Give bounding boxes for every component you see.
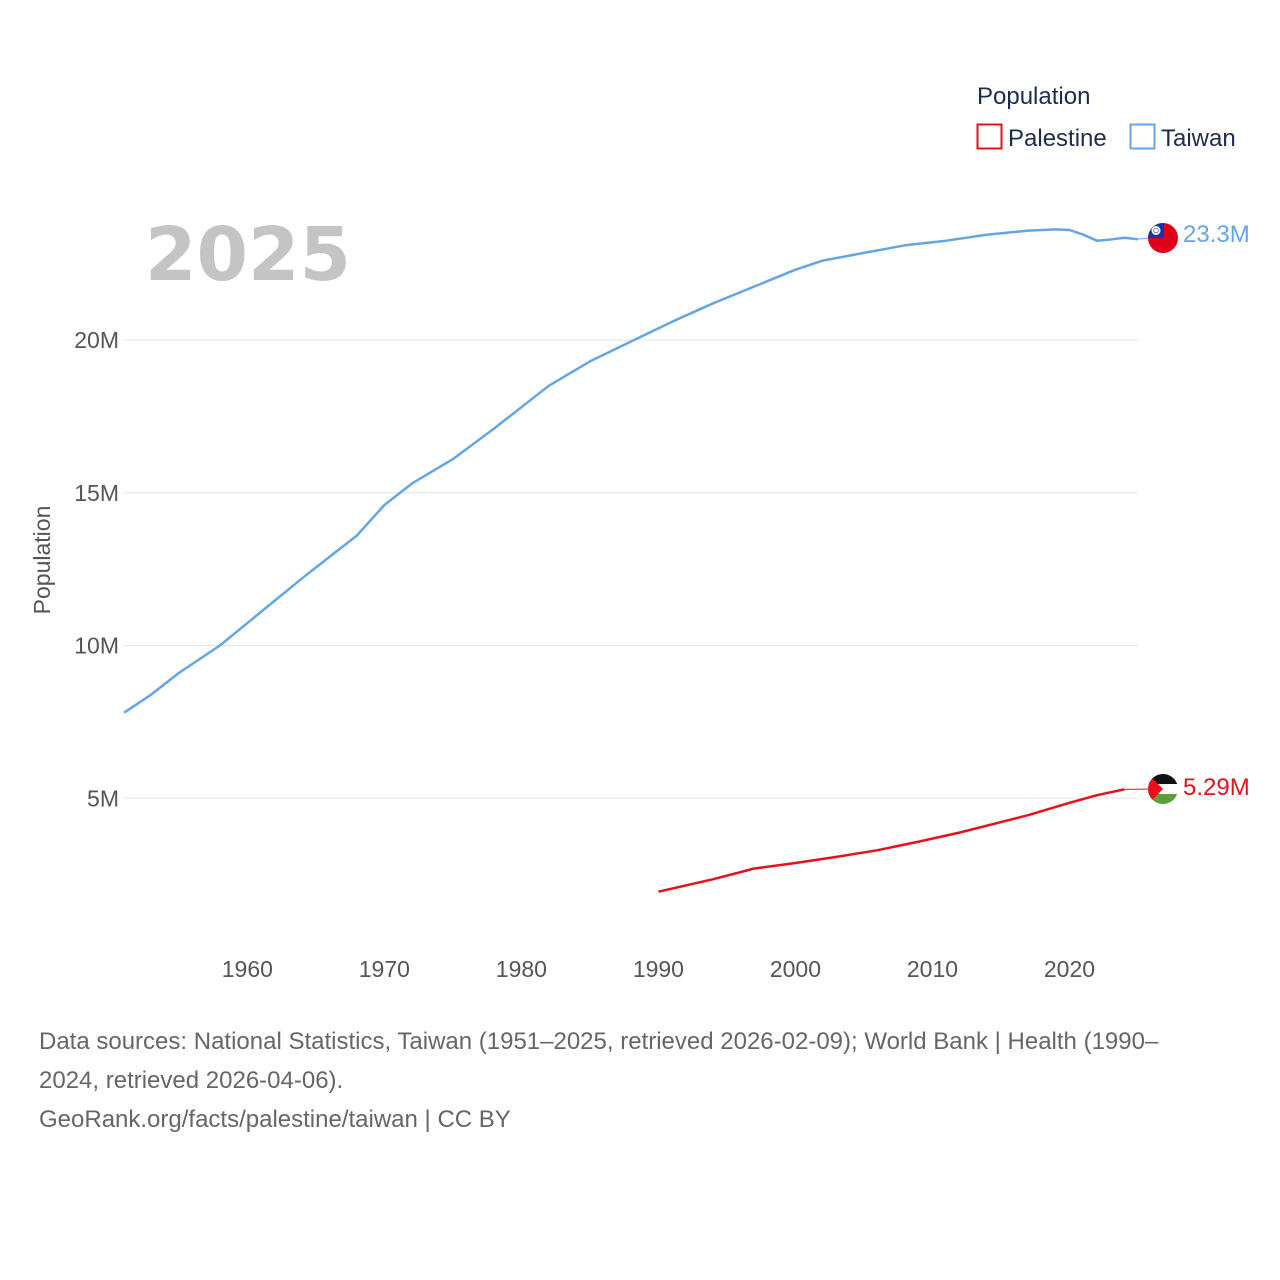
palestine-end-label: 5.29M: [1183, 774, 1250, 801]
x-tick-label: 1970: [359, 956, 410, 982]
footer-sources-line-1: Data sources: National Statistics, Taiwa…: [39, 1028, 1159, 1055]
legend-title: Population: [977, 83, 1090, 110]
footer: Data sources: National Statistics, Taiwa…: [39, 1022, 1249, 1139]
gridlines: [124, 339, 1138, 799]
end-connector-taiwan: [1137, 237, 1151, 240]
legend-label-taiwan: Taiwan: [1161, 125, 1236, 152]
legend: Population Palestine Taiwan: [976, 83, 1236, 153]
legend-swatch-palestine: [976, 123, 1003, 150]
legend-label-palestine: Palestine: [1008, 125, 1107, 152]
year-label: 2025: [145, 212, 351, 298]
y-tick-label: 5M: [87, 785, 119, 811]
footer-attribution[interactable]: GeoRank.org/facts/palestine/taiwan | CC …: [39, 1106, 511, 1133]
palestine-flag-icon: [1148, 774, 1178, 804]
footer-sources-line-2: 2024, retrieved 2026-04-06).: [39, 1067, 344, 1094]
series-layer: [123, 228, 1151, 893]
x-tick-label: 1980: [496, 956, 547, 982]
x-tick-label: 1990: [633, 956, 684, 982]
x-tick-label: 2020: [1044, 956, 1095, 982]
y-tick-label: 10M: [74, 633, 119, 659]
series-line-palestine[interactable]: [658, 788, 1125, 893]
taiwan-flag-icon: [1148, 223, 1178, 253]
x-tick-label: 2010: [907, 956, 958, 982]
taiwan-end-label: 23.3M: [1183, 221, 1250, 248]
series-line-taiwan[interactable]: [123, 228, 1139, 714]
y-tick-label: 20M: [74, 327, 119, 353]
y-axis-ticks: 5M 10M 15M 20M: [74, 327, 119, 811]
x-tick-label: 2000: [770, 956, 821, 982]
legend-item-palestine[interactable]: Palestine: [976, 123, 1107, 153]
legend-item-taiwan[interactable]: Taiwan: [1129, 123, 1236, 153]
x-axis-ticks: 1960 1970 1980 1990 2000 2010 2020: [222, 956, 1095, 982]
legend-swatch-taiwan: [1129, 123, 1156, 150]
population-chart: 5M 10M 15M 20M 1960 1970 1980 1990 2000 2010 2020…: [29, 83, 1250, 982]
y-axis-title: Population: [29, 506, 55, 615]
x-tick-label: 1960: [222, 956, 273, 982]
y-tick-label: 15M: [74, 480, 119, 506]
